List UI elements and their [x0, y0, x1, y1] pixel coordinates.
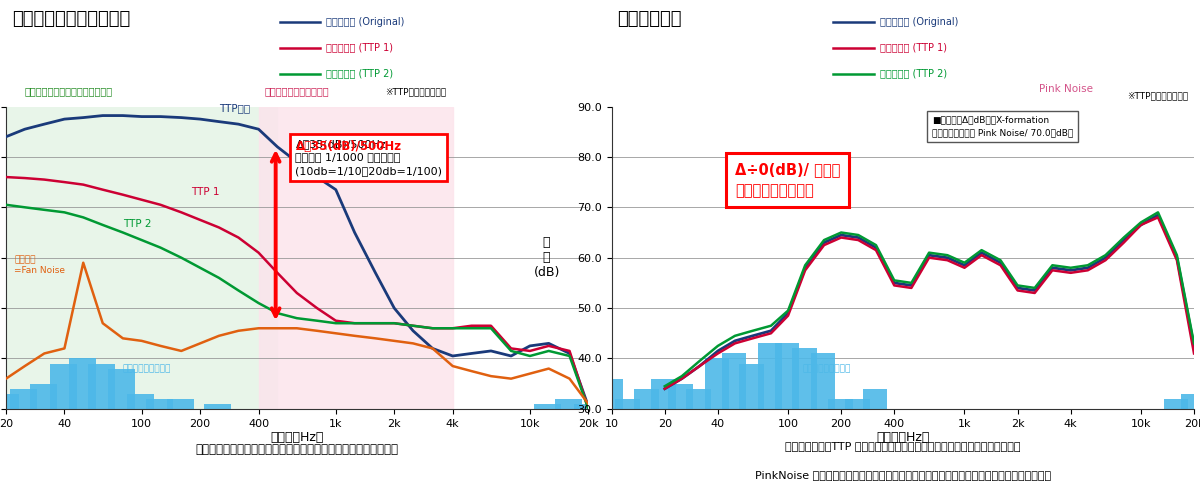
Bar — [204, 404, 232, 409]
Bar — [739, 364, 764, 409]
Bar — [1164, 399, 1188, 409]
Bar — [88, 364, 115, 409]
Bar — [863, 389, 887, 409]
Bar — [668, 384, 694, 409]
Bar — [845, 399, 870, 409]
Bar — [145, 399, 173, 409]
Text: 測定環境＝室暗騒音: 測定環境＝室暗騒音 — [122, 364, 172, 373]
Bar — [6, 107, 277, 409]
Text: カバー有り (TTP 2): カバー有り (TTP 2) — [880, 69, 947, 79]
Text: TTP 1: TTP 1 — [191, 187, 220, 197]
Bar — [1181, 394, 1200, 409]
Text: 音響透過実験: 音響透過実験 — [618, 10, 682, 28]
Bar — [811, 354, 835, 409]
X-axis label: 周波数（Hz）: 周波数（Hz） — [270, 431, 324, 444]
Text: TTP 2: TTP 2 — [122, 219, 151, 229]
Text: 対策の有無（＝TTP 風防の有無）による音圧差がほぼないことが解ります。: 対策の有無（＝TTP 風防の有無）による音圧差がほぼないことが解ります。 — [785, 441, 1020, 451]
Bar — [49, 364, 77, 409]
Bar — [0, 394, 18, 409]
Bar — [30, 384, 56, 409]
Bar — [167, 399, 194, 409]
Bar — [616, 399, 640, 409]
Text: ※TTP＝全音響透過板: ※TTP＝全音響透過板 — [1127, 92, 1188, 101]
Bar — [127, 394, 154, 409]
Text: Pink Noise: Pink Noise — [1039, 84, 1093, 94]
Text: Δ＝35(dB)/500Hz: Δ＝35(dB)/500Hz — [295, 140, 402, 153]
Bar — [574, 404, 601, 409]
Bar — [775, 343, 799, 409]
Bar — [635, 389, 659, 409]
Bar — [554, 399, 582, 409]
Bar — [686, 389, 710, 409]
Bar — [721, 354, 746, 409]
Text: カバー有り (TTP 1): カバー有り (TTP 1) — [326, 43, 394, 53]
Text: 風雑音低減効果検証実験: 風雑音低減効果検証実験 — [12, 10, 130, 28]
Text: 人の話す声の周波数領域: 人の話す声の周波数領域 — [265, 87, 329, 96]
Text: ※TTP＝全音響透過板: ※TTP＝全音響透過板 — [385, 87, 446, 96]
Bar — [534, 404, 562, 409]
Text: 風雑音が発生する主な周波数領域: 風雑音が発生する主な周波数領域 — [25, 87, 113, 96]
Bar — [652, 379, 676, 409]
Bar — [599, 379, 623, 409]
Bar — [792, 348, 816, 409]
Text: カバーなし (Original): カバーなし (Original) — [326, 17, 404, 27]
Text: カバー有り (TTP 1): カバー有り (TTP 1) — [880, 43, 947, 53]
Text: カバー有り (TTP 2): カバー有り (TTP 2) — [326, 69, 394, 79]
Text: 風雑音＝マイクに風が当たった時にスピーカーから聞こえる雑音: 風雑音＝マイクに風が当たった時にスピーカーから聞こえる雑音 — [196, 443, 398, 456]
Text: Δ＝35(dB)/500Hz
風雑音が 1/1000 以下に軽減
(10db=1/10，20db=1/100): Δ＝35(dB)/500Hz 風雑音が 1/1000 以下に軽減 (10db=1… — [295, 139, 443, 176]
Text: 測定環境＝室暗騒音: 測定環境＝室暗騒音 — [802, 364, 851, 373]
Bar — [68, 359, 96, 409]
X-axis label: 周波数（Hz）: 周波数（Hz） — [876, 431, 930, 444]
Bar — [258, 107, 452, 409]
Text: ■挿入損失Δ（dB）：X-formation
・音源：拡散入射 Pink Noise/ 70.0（dB）: ■挿入損失Δ（dB）：X-formation ・音源：拡散入射 Pink Noi… — [932, 116, 1073, 137]
Text: TTP無し: TTP無し — [218, 104, 250, 114]
Text: PinkNoise による比較の為にばらつきがありますが、ほぼ透過損失は発生しておりません。: PinkNoise による比較の為にばらつきがありますが、ほぼ透過損失は発生して… — [755, 470, 1051, 480]
Bar — [757, 343, 782, 409]
Text: カバーなし (Original): カバーなし (Original) — [880, 17, 958, 27]
Y-axis label: 音
圧
(dB): 音 圧 (dB) — [534, 236, 560, 279]
Text: 測定限界
=Fan Noise: 測定限界 =Fan Noise — [14, 256, 65, 275]
Bar — [828, 399, 852, 409]
Bar — [10, 389, 37, 409]
Text: Δ÷0(dB)/ 全帯域
ほぼ「ロスレス」！: Δ÷0(dB)/ 全帯域 ほぼ「ロスレス」！ — [734, 162, 840, 198]
Bar — [704, 359, 730, 409]
Bar — [108, 369, 136, 409]
